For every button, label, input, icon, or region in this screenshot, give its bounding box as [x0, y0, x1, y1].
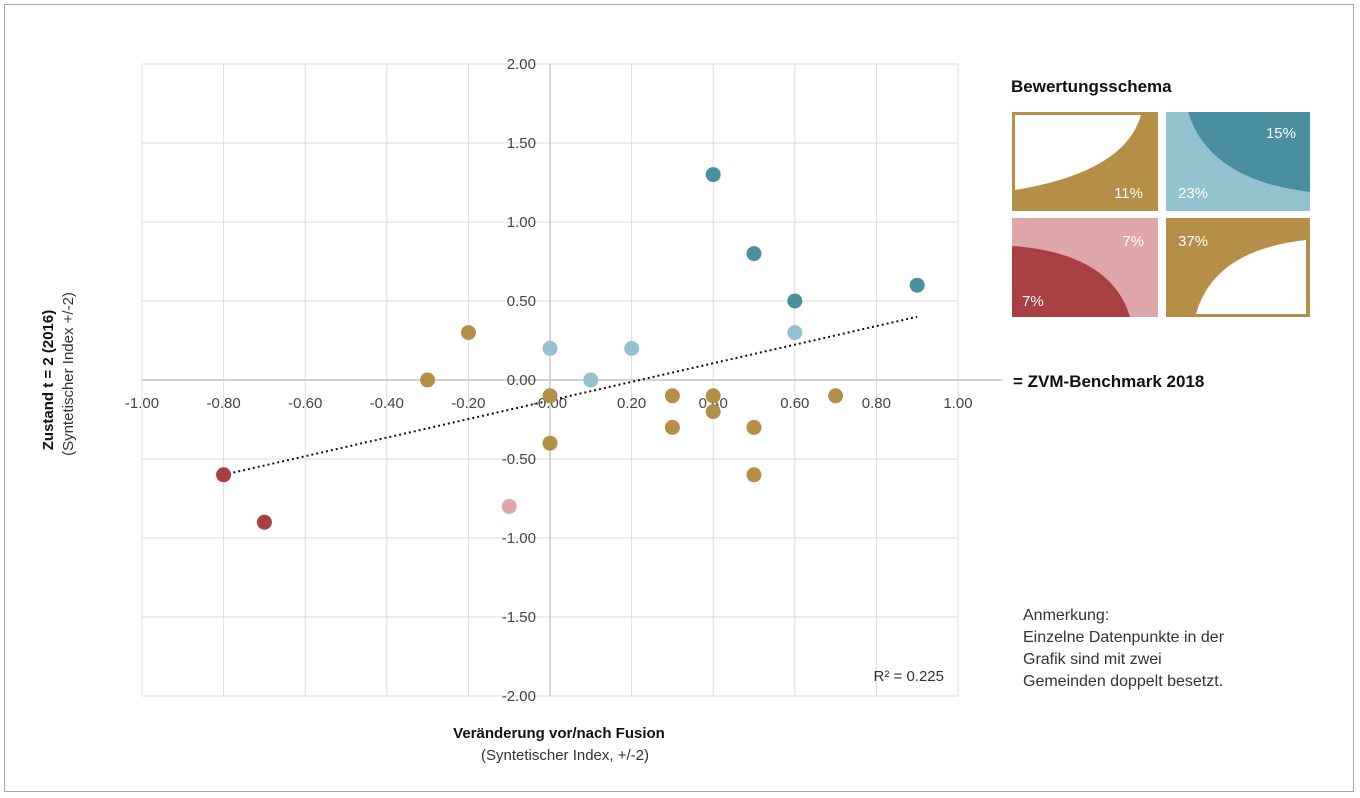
data-point	[787, 293, 803, 309]
chart-frame	[4, 4, 1354, 792]
legend-cell-top-left-shape	[1015, 115, 1141, 190]
legend-cell-top-right-shape	[1188, 112, 1310, 192]
data-point	[909, 277, 925, 293]
x-tick-label: -0.00	[533, 395, 567, 412]
y-tick-label: 0.00	[507, 372, 536, 389]
data-point	[746, 246, 762, 262]
y-tick-label: -1.00	[502, 530, 536, 547]
data-point	[460, 325, 476, 341]
x-tick-label: -0.60	[288, 395, 322, 412]
y-axis-title: Zustand t = 2 (2016)	[40, 310, 57, 450]
data-point	[705, 404, 721, 420]
y-axis-subtitle: (Syntetischer Index +/-2)	[60, 292, 77, 456]
legend-pct-top-right-upper: 15%	[1266, 125, 1296, 142]
tick-labels: -1.00 -0.80 -0.60 -0.40 -0.20 -0.00 0.20 0.40 0.…	[125, 56, 973, 705]
data-point	[746, 467, 762, 483]
note-line: Einzelne Datenpunkte in der	[1023, 629, 1225, 646]
x-tick-label: 0.80	[862, 395, 891, 412]
data-point	[583, 372, 599, 388]
data-point	[542, 388, 558, 404]
data-point	[787, 325, 803, 341]
x-axis-title: Veränderung vor/nach Fusion	[453, 725, 665, 742]
data-point	[542, 340, 558, 356]
legend-pct-top-left: 11%	[1114, 185, 1143, 202]
x-tick-label: -1.00	[125, 395, 159, 412]
y-tick-label: 1.00	[507, 214, 536, 231]
legend-pct-bottom-left-lower: 7%	[1022, 293, 1044, 310]
x-tick-label: -0.40	[370, 395, 404, 412]
r-squared-label: R² = 0.225	[874, 668, 944, 685]
trendline	[223, 315, 918, 476]
annotation-note: Anmerkung: Einzelne Datenpunkte in der G…	[1023, 605, 1323, 693]
data-point	[705, 167, 721, 183]
data-point	[542, 435, 558, 451]
y-tick-label: -2.00	[502, 688, 536, 705]
data-point	[501, 498, 517, 514]
data-point	[256, 514, 272, 530]
note-line: Grafik sind mit zwei	[1023, 651, 1162, 668]
axes	[142, 64, 1002, 696]
y-tick-label: 2.00	[507, 56, 536, 73]
x-tick-label: 1.00	[943, 395, 972, 412]
y-tick-label: 0.50	[507, 293, 536, 310]
y-tick-label: -0.50	[502, 451, 536, 468]
data-point	[216, 467, 232, 483]
y-tick-label: 1.50	[507, 135, 536, 152]
legend-cell-bottom-right-shape	[1196, 240, 1306, 314]
data-point	[664, 388, 680, 404]
legend-cell-top-right: 15% 23%	[1166, 112, 1310, 211]
legend-pct-top-right-lower: 23%	[1178, 185, 1208, 202]
legend-title: Bewertungsschema	[1011, 77, 1172, 96]
data-point	[746, 419, 762, 435]
x-axis-subtitle: (Syntetischer Index, +/-2)	[481, 747, 649, 764]
data-point	[420, 372, 436, 388]
x-tick-label: 0.40	[699, 395, 728, 412]
x-tick-label: -0.20	[451, 395, 485, 412]
legend-cell-top-left: 11%	[1012, 112, 1158, 211]
legend-cell-bottom-left: 7% 7%	[1012, 218, 1158, 317]
note-line: Gemeinden doppelt besetzt.	[1023, 673, 1224, 690]
x-tick-label: 0.60	[780, 395, 809, 412]
y-tick-label: -1.50	[502, 609, 536, 626]
data-point	[828, 388, 844, 404]
note-line: Anmerkung:	[1023, 607, 1110, 624]
legend-pct-bottom-left-upper: 7%	[1122, 233, 1144, 250]
data-point	[664, 419, 680, 435]
data-point	[705, 388, 721, 404]
legend-pct-bottom-right: 37%	[1178, 233, 1208, 250]
data-points	[216, 167, 925, 530]
x-tick-label: 0.20	[617, 395, 646, 412]
benchmark-label: = ZVM-Benchmark 2018	[1013, 372, 1204, 391]
data-point	[624, 340, 640, 356]
legend-cell-bottom-left-shape	[1012, 246, 1130, 317]
x-tick-label: -0.80	[206, 395, 240, 412]
trendline-layer	[223, 315, 918, 476]
legend-cell-bottom-right: 37%	[1166, 218, 1310, 317]
